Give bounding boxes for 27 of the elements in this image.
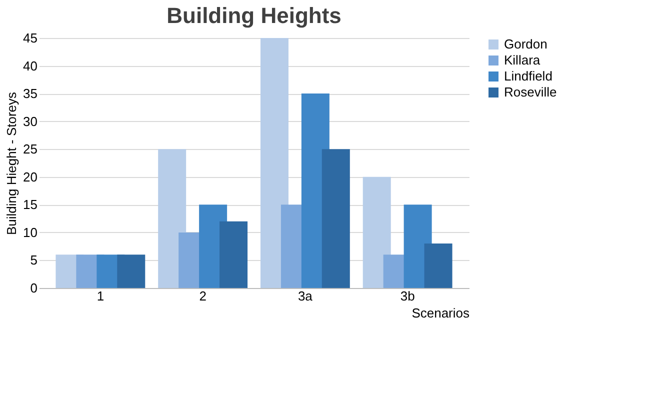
bar xyxy=(424,244,452,288)
bar xyxy=(322,149,350,288)
legend-label: Killara xyxy=(504,52,541,68)
y-tick-label: 5 xyxy=(30,252,38,268)
y-tick-label: 0 xyxy=(30,280,38,296)
chart-title: Building Heights xyxy=(166,3,342,28)
y-axis-title: Building Hieght - Storeys xyxy=(4,91,20,236)
x-tick-label: 3b xyxy=(400,288,415,304)
bar xyxy=(260,38,288,288)
bar xyxy=(220,221,248,288)
x-tick-label: 3a xyxy=(298,288,314,304)
y-tick-label: 35 xyxy=(23,86,38,102)
legend-label: Roseville xyxy=(504,84,557,100)
bar xyxy=(362,176,391,288)
y-tick-label: 40 xyxy=(23,58,38,74)
x-tick-label: 2 xyxy=(199,288,206,304)
bar xyxy=(117,254,146,288)
legend-label: Gordon xyxy=(504,36,548,52)
y-tick-label: 15 xyxy=(23,197,38,212)
y-tick-label: 30 xyxy=(23,114,38,129)
y-tick-label: 45 xyxy=(23,30,38,46)
legend-label: Lindfield xyxy=(504,68,552,84)
y-tick-label: 20 xyxy=(23,169,38,184)
x-axis-title: Scenarios xyxy=(412,306,470,320)
y-tick-label: 10 xyxy=(23,224,38,240)
y-tick-label: 25 xyxy=(23,142,38,157)
x-tick-label: 1 xyxy=(96,288,104,304)
